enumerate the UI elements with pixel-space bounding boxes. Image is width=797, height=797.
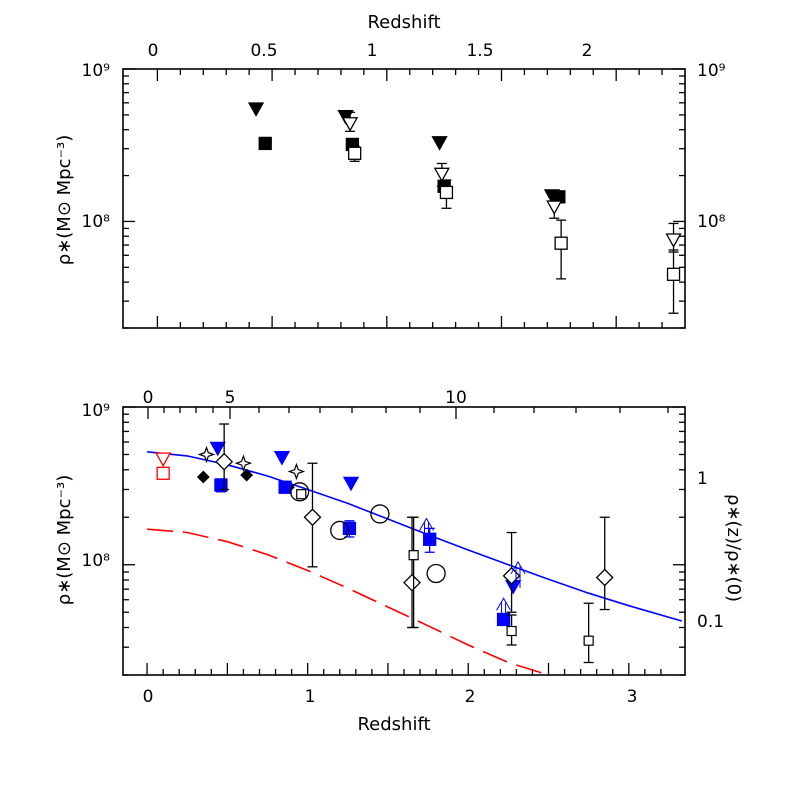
open-diamond-marker <box>502 566 521 585</box>
lower-y-axis-label: ρ∗(M⊙ Mpc⁻³) <box>54 475 75 605</box>
open-triangle-down-marker <box>665 233 682 248</box>
filled-square-marker <box>423 532 437 546</box>
upper-top-tick-label: 2 <box>582 41 593 61</box>
open-triangle-down-marker <box>341 117 359 132</box>
lower-bottom-tick-label: 0 <box>143 687 154 707</box>
upper-right-tick-label: 10⁹ <box>697 61 726 81</box>
lower-x-axis-label: Redshift <box>357 714 430 735</box>
filled-square-marker <box>342 521 357 536</box>
upper-top-tick-label: 1.5 <box>466 41 493 61</box>
open-square-marker <box>666 267 681 281</box>
lower-limit-arrowhead <box>419 517 434 531</box>
upper-top-tick-label: 1 <box>367 41 378 61</box>
upper-top-axis-label: Redshift <box>367 12 440 33</box>
filled-square-marker <box>496 612 511 627</box>
open-circle-marker <box>289 482 310 502</box>
lower-right-tick-label: 0.1 <box>697 612 724 632</box>
open-square-marker <box>156 466 170 480</box>
model-curve-dashed <box>147 528 549 676</box>
lower-top-tick-label: 0 <box>143 388 154 408</box>
upper-left-tick-label: 10⁸ <box>82 212 111 232</box>
open-square-marker <box>583 635 594 646</box>
filled-diamond-marker <box>240 468 254 482</box>
lower-bottom-tick-label: 1 <box>305 687 316 707</box>
upper-right-tick-label: 10⁸ <box>697 212 726 232</box>
filled-triangle-down-marker <box>209 441 226 457</box>
lower-top-tick-label: 5 <box>225 388 236 408</box>
upper-y-axis-label: ρ∗(M⊙ Mpc⁻³) <box>54 135 75 265</box>
open-triangle-down-marker <box>433 167 450 183</box>
open-triangle-down-marker <box>155 452 172 468</box>
lower-bottom-tick-label: 3 <box>627 687 638 707</box>
upper-panel-marks <box>123 68 685 329</box>
open-square-marker <box>506 625 517 637</box>
open-star-marker <box>234 454 253 472</box>
open-diamond-marker <box>303 508 322 527</box>
lower-limit-arrowhead <box>496 597 511 611</box>
open-square-marker <box>554 236 568 250</box>
open-star-marker <box>197 445 216 464</box>
lower-panel: ρ∗(M⊙ Mpc⁻³) ρ∗(z)/ρ∗(0) Redshift 10⁹ 10… <box>54 388 744 735</box>
lower-right-tick-label: 1 <box>697 469 708 489</box>
open-square-marker <box>408 550 419 561</box>
open-square-marker <box>348 146 362 160</box>
upper-top-tick-label: 0 <box>148 41 159 61</box>
lower-limit-arrowhead <box>510 560 526 575</box>
open-diamond-marker <box>403 573 421 592</box>
filled-triangle-down-marker <box>431 136 448 151</box>
filled-triangle-down-marker <box>342 476 360 492</box>
open-square-marker <box>296 489 307 500</box>
upper-left-tick-label: 10⁹ <box>82 61 111 81</box>
open-star-marker <box>287 462 306 481</box>
lower-panel-marks <box>123 406 685 676</box>
filled-diamond-marker <box>196 470 210 484</box>
lower-plot-frame <box>122 406 686 676</box>
upper-top-tick-label: 0.5 <box>250 41 277 61</box>
open-diamond-marker <box>595 568 614 587</box>
open-diamond-marker <box>215 452 234 471</box>
filled-square-marker <box>278 480 292 494</box>
lower-left-tick-label: 10⁹ <box>82 401 111 421</box>
open-triangle-down-marker <box>546 200 563 216</box>
open-circle-marker <box>426 563 446 584</box>
lower-right-y-axis-label: ρ∗(z)/ρ∗(0) <box>723 494 744 602</box>
open-circle-marker <box>370 504 390 524</box>
lower-bottom-tick-label: 2 <box>465 687 476 707</box>
filled-square-marker <box>258 136 272 151</box>
lower-top-tick-label: 10 <box>445 388 467 408</box>
filled-triangle-down-marker <box>337 109 354 125</box>
open-square-marker <box>439 185 454 200</box>
filled-triangle-down-marker <box>273 451 291 466</box>
upper-plot-frame <box>122 68 686 329</box>
open-circle-marker <box>330 520 350 541</box>
upper-panel: Redshift ρ∗(M⊙ Mpc⁻³) 10⁹ 10⁸ 10⁹ 10⁸ 0 … <box>54 12 726 329</box>
filled-triangle-down-marker <box>247 102 265 117</box>
model-curve-solid <box>147 451 683 622</box>
lower-left-tick-label: 10⁸ <box>82 551 111 571</box>
